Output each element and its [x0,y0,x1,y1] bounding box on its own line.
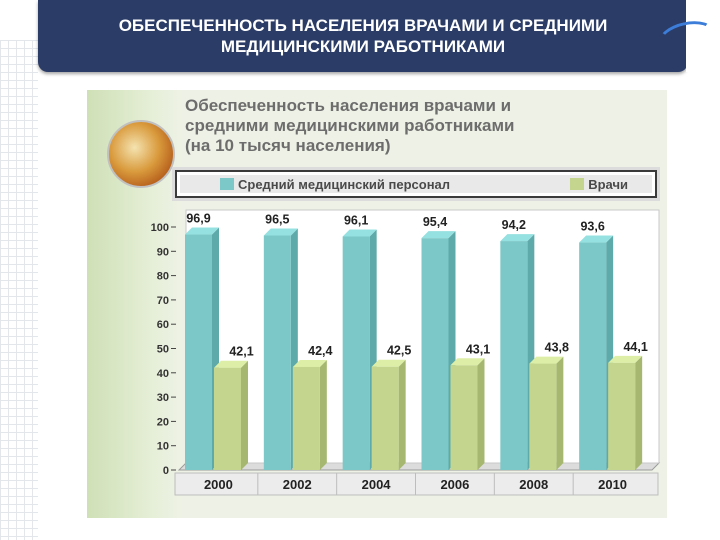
y-tick-label: 100 [151,222,169,234]
bar-medical-2006 [421,238,449,470]
bar-doctors-2008-side [556,356,564,470]
medical-emblem-icon [107,120,175,188]
x-tick-label-2008: 2008 [519,477,548,492]
bar-doctors-2008 [529,363,557,470]
legend-swatch-medical [220,178,234,190]
y-tick-label: 50 [157,344,169,356]
bar-doctors-2004-side [398,359,406,470]
bar-medical-2004 [342,236,370,470]
chart-title: Обеспеченность населения врачами и средн… [185,96,515,155]
chart-panel: Обеспеченность населения врачами и средн… [87,90,667,518]
bar-doctors-2006-side [477,358,485,470]
bar-doctors-2000 [214,367,241,470]
y-tick-label: 30 [157,392,169,404]
bar-medical-2000-top [185,227,219,235]
y-tick-label: 60 [157,319,169,331]
bar-doctors-2002-side [319,359,327,470]
bar-medical-2000-label: 96,9 [186,212,210,226]
bar-medical-2004-label: 96,1 [344,213,368,227]
bar-medical-2002-label: 96,5 [265,213,289,227]
bar-medical-2002 [263,235,291,470]
bar-medical-2008 [500,241,528,470]
bar-medical-2008-label: 94,2 [502,218,526,232]
x-axis-band [174,472,659,496]
bar-doctors-2004-label: 42,5 [387,344,411,358]
y-tick-label: 80 [157,271,169,283]
bar-doctors-2010 [608,362,636,470]
x-tick-label-2004: 2004 [362,477,392,492]
y-tick-label: 20 [157,416,169,428]
x-tick-label-2000: 2000 [204,477,233,492]
bar-doctors-2000-top [214,360,248,368]
legend-swatch-doctors [570,178,585,190]
bar-doctors-2002-top [292,359,327,367]
bar-doctors-2002-label: 42,4 [308,344,332,358]
bar-medical-2002-top [263,228,298,236]
bar-medical-2000 [185,234,212,470]
bar-medical-2010 [579,242,607,470]
x-tick-label-2006: 2006 [440,477,469,492]
y-tick-label: 40 [157,368,169,380]
header-title-line-2: МЕДИЦИНСКИМИ РАБОТНИКАМИ [220,37,506,56]
y-tick-label: 10 [157,441,169,453]
legend-label-medical: Средний медицинский персонал [238,176,451,192]
bar-medical-2010-label: 93,6 [580,220,604,234]
chart-legend: Средний медицинский персонал Врачи [175,170,657,198]
right-margin [690,40,720,540]
legend-label-doctors: Врачи [588,176,628,192]
bar-doctors-2006-top [450,358,485,366]
logo [655,0,720,72]
bar-doctors-2006 [450,365,478,470]
bar-medical-2006-label: 95,4 [423,215,447,229]
bar-doctors-2010-label: 44,1 [623,340,647,354]
bar-doctors-2004 [371,366,399,470]
bar-doctors-2006-label: 43,1 [466,342,490,356]
x-tick-label-2002: 2002 [283,477,312,492]
y-tick-label: 0 [163,465,169,477]
bar-doctors-2008-top [529,356,564,364]
bar-medical-2010-top [579,235,614,243]
x-tick-label-2010: 2010 [598,477,627,492]
bar-doctors-2000-label: 42,1 [229,345,253,359]
bar-medical-2004-top [342,229,377,237]
bar-doctors-2010-top [608,355,643,363]
background-grid-decoration [0,40,38,540]
y-tick-label: 70 [157,295,169,307]
slide-header: ОБЕСПЕЧЕННОСТЬ НАСЕЛЕНИЯ ВРАЧАМИ И СРЕДН… [38,0,688,72]
bar-medical-2008-top [500,234,535,242]
bar-doctors-2010-side [635,355,643,470]
header-title-line-1: ОБЕСПЕЧЕННОСТЬ НАСЕЛЕНИЯ ВРАЧАМИ И СРЕДН… [118,16,608,35]
bar-doctors-2002 [292,366,320,470]
bar-doctors-2000-side [241,360,248,470]
bar-medical-2006-top [421,231,456,239]
y-tick-label: 90 [157,246,169,258]
bar-doctors-2008-label: 43,8 [545,341,569,355]
bar-doctors-2004-top [371,359,406,367]
bar-chart: 0 10 20 30 40 50 60 70 80 90 100 96,9 42,1 2000 96,5 42… [151,209,661,496]
